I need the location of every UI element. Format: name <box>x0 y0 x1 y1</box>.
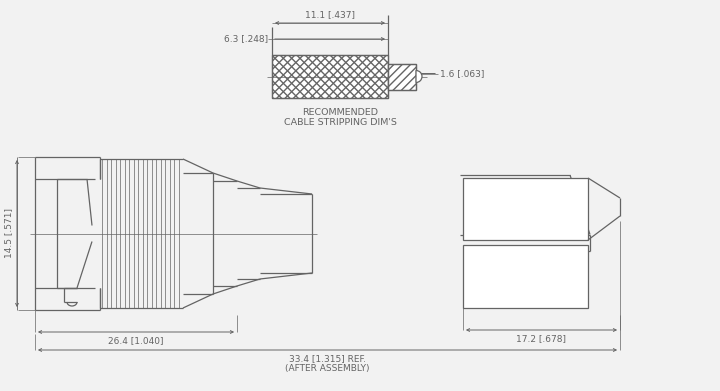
Text: 14.5 [.571]: 14.5 [.571] <box>4 208 13 258</box>
Text: 6.3 [.248]: 6.3 [.248] <box>224 34 268 43</box>
Bar <box>388 63 416 90</box>
Bar <box>463 245 588 308</box>
Bar <box>463 178 588 240</box>
Text: RECOMMENDED: RECOMMENDED <box>302 108 378 117</box>
Bar <box>272 55 388 98</box>
Text: 17.2 [.678]: 17.2 [.678] <box>516 334 567 343</box>
Bar <box>388 63 416 90</box>
Text: 33.4 [1.315] REF.: 33.4 [1.315] REF. <box>289 354 366 363</box>
Text: CABLE STRIPPING DIM'S: CABLE STRIPPING DIM'S <box>284 118 397 127</box>
Text: 26.4 [1.040]: 26.4 [1.040] <box>108 336 163 345</box>
Text: 1.6 [.063]: 1.6 [.063] <box>440 69 485 78</box>
Bar <box>272 55 388 98</box>
Wedge shape <box>416 70 422 83</box>
Text: 11.1 [.437]: 11.1 [.437] <box>305 10 355 19</box>
Text: (AFTER ASSEMBLY): (AFTER ASSEMBLY) <box>285 364 370 373</box>
